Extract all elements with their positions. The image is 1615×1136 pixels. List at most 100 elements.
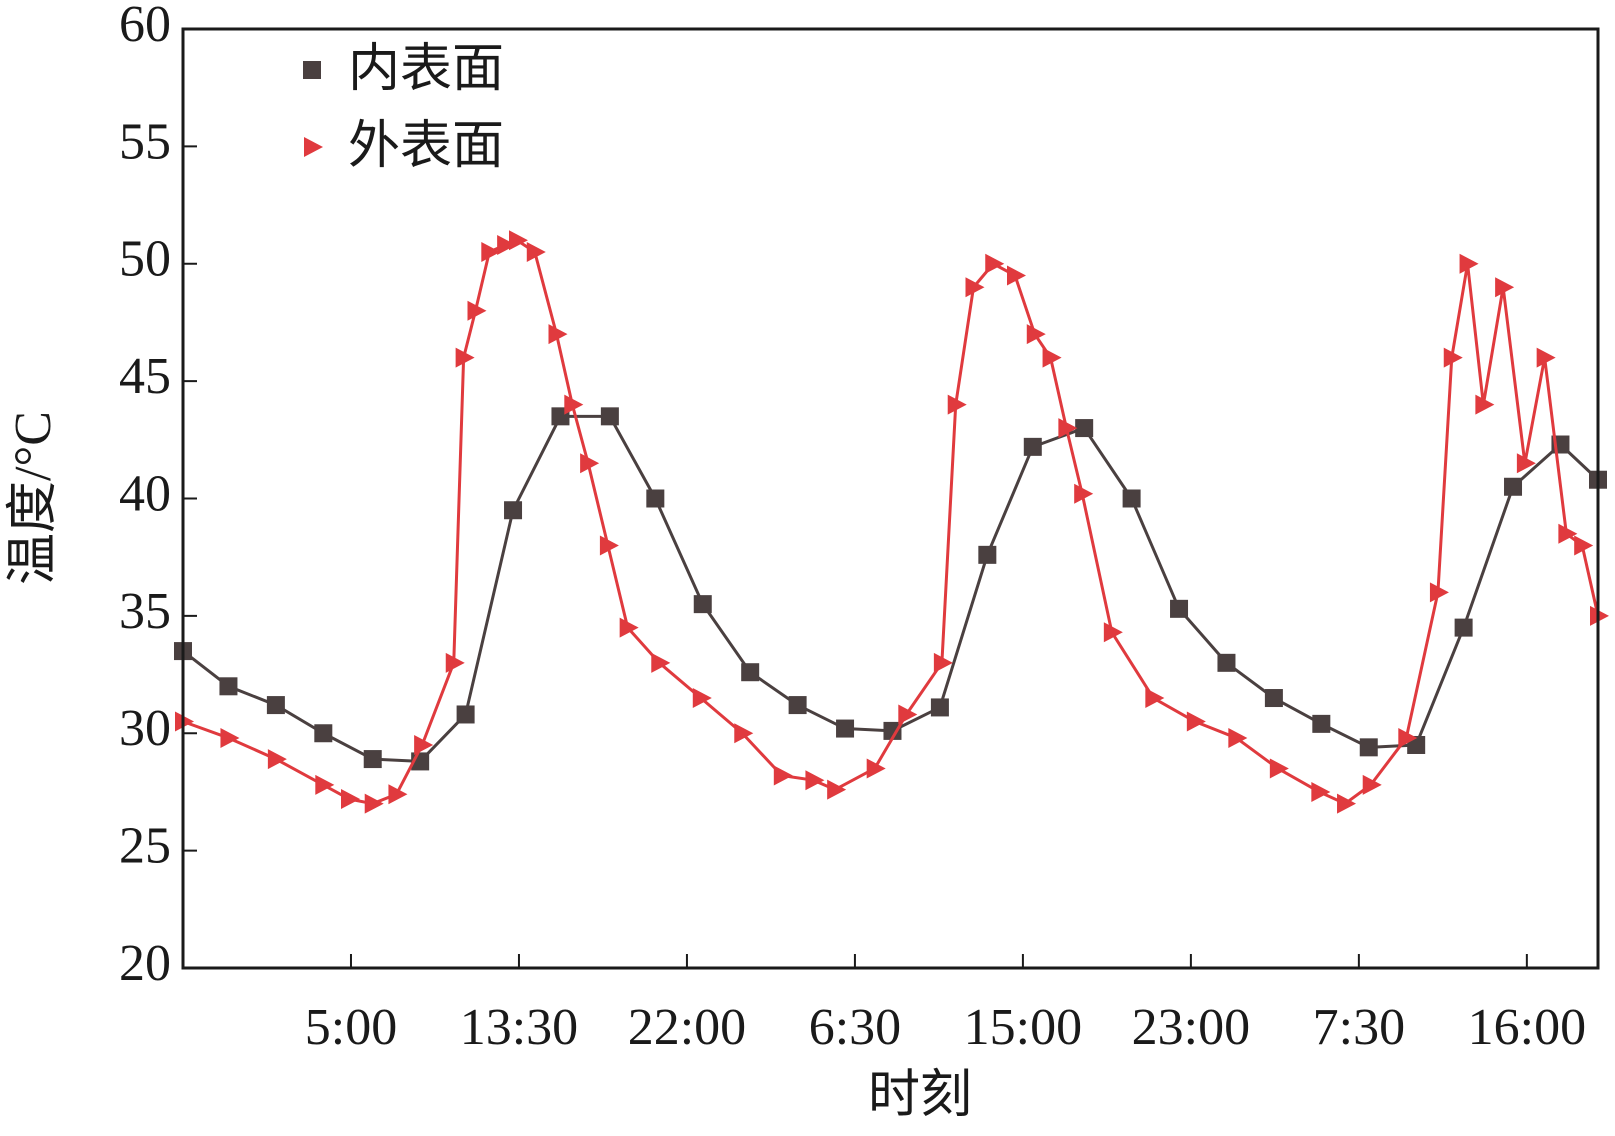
marker bbox=[1186, 711, 1206, 732]
marker bbox=[978, 545, 997, 564]
y-tick-label: 30 bbox=[119, 700, 171, 757]
marker bbox=[734, 723, 754, 744]
marker bbox=[1170, 599, 1189, 618]
series-line bbox=[182, 414, 1600, 763]
marker bbox=[580, 453, 600, 474]
marker bbox=[504, 501, 523, 520]
marker bbox=[836, 719, 855, 738]
marker bbox=[1475, 394, 1495, 415]
marker bbox=[1362, 774, 1382, 795]
x-tick-label: 6:30 bbox=[809, 999, 901, 1056]
marker bbox=[388, 784, 408, 805]
y-tick-label: 40 bbox=[119, 465, 171, 522]
marker bbox=[1337, 793, 1357, 814]
marker bbox=[467, 300, 487, 321]
marker bbox=[692, 688, 712, 709]
marker bbox=[1312, 714, 1331, 733]
marker bbox=[933, 652, 953, 673]
marker bbox=[1311, 781, 1331, 802]
marker bbox=[1122, 489, 1141, 508]
marker bbox=[805, 770, 825, 791]
marker bbox=[548, 324, 568, 345]
x-axis-label: 时刻 bbox=[868, 1067, 972, 1124]
marker bbox=[267, 749, 287, 770]
marker bbox=[947, 394, 967, 415]
x-tick-label: 22:00 bbox=[628, 999, 746, 1056]
y-axis-label: 温度/°C bbox=[5, 411, 62, 585]
y-tick-label: 55 bbox=[119, 113, 171, 170]
marker bbox=[304, 137, 323, 157]
marker bbox=[445, 652, 465, 673]
marker bbox=[693, 595, 712, 614]
x-tick-label: 5:00 bbox=[305, 999, 397, 1056]
y-tick-label: 45 bbox=[119, 348, 171, 405]
marker bbox=[1026, 324, 1046, 345]
marker bbox=[1443, 347, 1463, 368]
y-tick-label: 25 bbox=[119, 818, 171, 875]
marker bbox=[497, 234, 517, 255]
marker bbox=[1269, 758, 1289, 779]
marker bbox=[965, 277, 985, 298]
marker bbox=[827, 779, 847, 800]
marker bbox=[600, 407, 619, 426]
y-tick-label: 50 bbox=[119, 231, 171, 288]
marker bbox=[773, 765, 793, 786]
marker bbox=[315, 774, 335, 795]
marker bbox=[1504, 477, 1523, 496]
x-tick-label: 7:30 bbox=[1313, 999, 1405, 1056]
marker bbox=[1459, 253, 1479, 274]
marker bbox=[414, 734, 434, 755]
marker bbox=[741, 663, 760, 682]
marker bbox=[1359, 738, 1378, 757]
marker bbox=[1398, 727, 1418, 748]
marker bbox=[1558, 523, 1578, 544]
x-tick-label: 13:30 bbox=[460, 999, 578, 1056]
marker bbox=[1429, 582, 1449, 603]
marker bbox=[1228, 727, 1248, 748]
x-tick-label: 15:00 bbox=[964, 999, 1082, 1056]
legend-label: 外表面 bbox=[348, 118, 504, 175]
marker bbox=[219, 677, 238, 696]
x-tick-label: 23:00 bbox=[1132, 999, 1250, 1056]
marker bbox=[220, 727, 240, 748]
marker bbox=[1574, 535, 1594, 556]
marker bbox=[898, 704, 918, 725]
marker bbox=[1536, 347, 1556, 368]
marker bbox=[363, 750, 382, 769]
series-line bbox=[182, 238, 1600, 806]
marker bbox=[526, 242, 546, 263]
marker bbox=[456, 705, 475, 724]
y-tick-label: 35 bbox=[119, 583, 171, 640]
marker bbox=[266, 696, 285, 715]
marker bbox=[564, 394, 584, 415]
marker bbox=[619, 617, 639, 638]
legend-label: 内表面 bbox=[348, 41, 504, 98]
marker bbox=[1145, 688, 1165, 709]
marker bbox=[599, 535, 619, 556]
y-tick-label: 20 bbox=[119, 935, 171, 992]
marker bbox=[455, 347, 475, 368]
marker bbox=[303, 61, 321, 79]
marker bbox=[883, 721, 902, 740]
marker bbox=[930, 698, 949, 717]
marker bbox=[508, 230, 528, 251]
marker bbox=[1058, 418, 1078, 439]
marker bbox=[341, 788, 361, 809]
marker bbox=[1516, 453, 1536, 474]
marker bbox=[1075, 419, 1094, 438]
marker bbox=[1217, 653, 1236, 672]
marker bbox=[481, 242, 501, 263]
x-tick-label: 16:00 bbox=[1468, 999, 1586, 1056]
marker bbox=[866, 758, 886, 779]
marker bbox=[646, 489, 665, 508]
marker bbox=[1495, 277, 1515, 298]
marker bbox=[1007, 265, 1027, 286]
marker bbox=[364, 793, 384, 814]
marker bbox=[1042, 347, 1062, 368]
plot-frame bbox=[181, 27, 1600, 970]
marker bbox=[1103, 622, 1123, 643]
marker bbox=[314, 724, 333, 743]
marker bbox=[651, 652, 671, 673]
marker bbox=[1023, 437, 1042, 456]
